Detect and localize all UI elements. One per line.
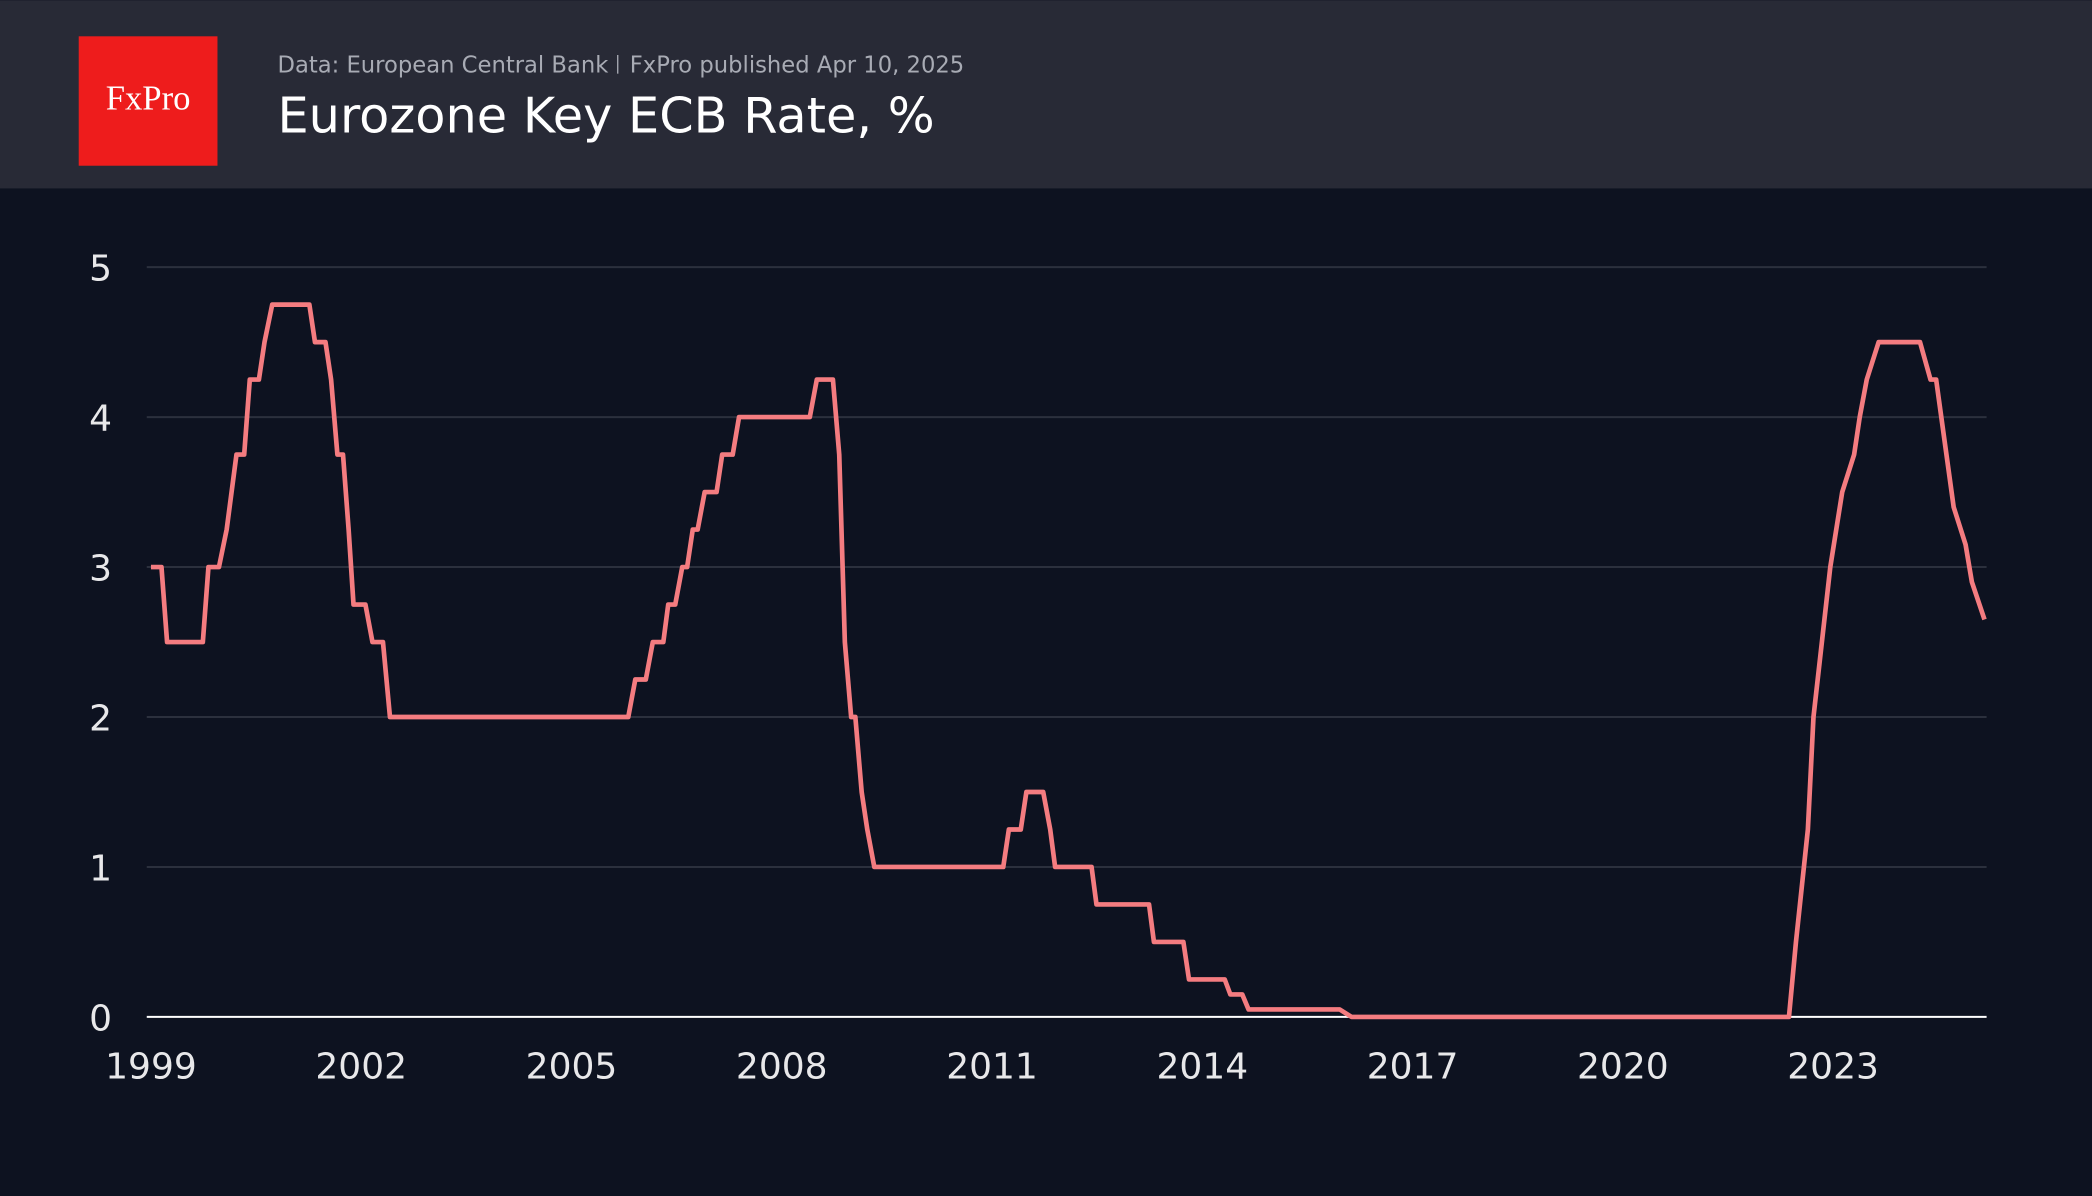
y-tick-label: 2 xyxy=(89,698,112,739)
y-tick-label: 1 xyxy=(89,848,112,889)
x-tick-label: 2014 xyxy=(1156,1046,1248,1087)
x-tick-label: 2023 xyxy=(1787,1046,1879,1087)
chart-title: Eurozone Key ECB Rate, % xyxy=(278,86,935,144)
logo xyxy=(78,36,218,166)
y-tick-label: 4 xyxy=(89,398,112,439)
line-series xyxy=(150,302,1987,1020)
published: FxPro published Apr 10, 2025 xyxy=(630,52,965,78)
y-tick-label: 0 xyxy=(89,998,112,1039)
header xyxy=(0,0,2092,189)
x-tick-label: 2002 xyxy=(315,1046,407,1087)
x-tick-label: 1999 xyxy=(105,1046,197,1087)
x-tick-label: 2020 xyxy=(1577,1046,1669,1087)
source: Data: European Central Bank xyxy=(278,52,610,78)
x-tick-label: 2011 xyxy=(946,1046,1038,1087)
y-tick-label: 3 xyxy=(89,548,112,589)
logo-text: FxPro xyxy=(106,79,191,118)
y-tick-label: 5 xyxy=(89,248,112,289)
x-tick-label: 2005 xyxy=(526,1046,618,1087)
x-tick-label: 2008 xyxy=(736,1046,828,1087)
x-tick-label: 2017 xyxy=(1367,1046,1459,1087)
